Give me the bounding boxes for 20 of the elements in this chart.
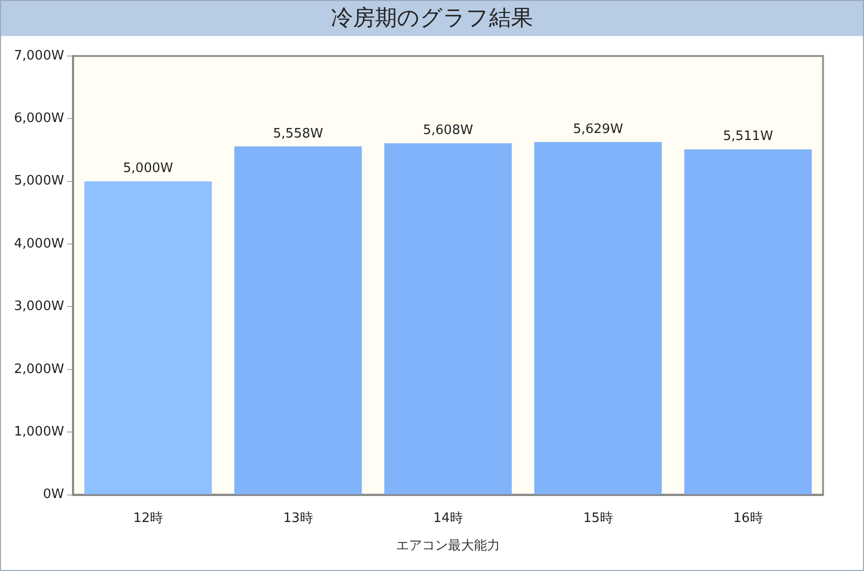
y-tick-label: 4,000W bbox=[14, 236, 64, 252]
data-label: 5,608W bbox=[422, 123, 474, 138]
y-tick-label: 5,000W bbox=[14, 174, 64, 189]
data-label: 5,511W bbox=[722, 129, 774, 144]
data-label: 5,558W bbox=[273, 126, 324, 142]
x-tick-label: 13時 bbox=[283, 510, 313, 526]
x-tick-label: 15時 bbox=[583, 510, 613, 526]
y-tick-label: 6,000W bbox=[14, 111, 64, 126]
y-tick-label: 3,000W bbox=[14, 299, 64, 314]
y-tick-label: 7,000W bbox=[14, 48, 64, 64]
data-label: 5,629W bbox=[572, 122, 624, 137]
y-tick-label: 0W bbox=[42, 487, 64, 502]
x-tick-label: 16時 bbox=[733, 510, 763, 526]
chart-title: 冷房期のグラフ結果 bbox=[1, 1, 863, 36]
x-tick-label: 14時 bbox=[433, 510, 463, 526]
x-axis-title: エアコン最大能力 bbox=[396, 538, 500, 554]
y-tick-label: 2,000W bbox=[14, 362, 64, 377]
y-tick-label: 1,000W bbox=[14, 424, 64, 440]
x-tick-label: 12時 bbox=[133, 510, 163, 526]
data-label: 5,000W bbox=[123, 161, 174, 176]
